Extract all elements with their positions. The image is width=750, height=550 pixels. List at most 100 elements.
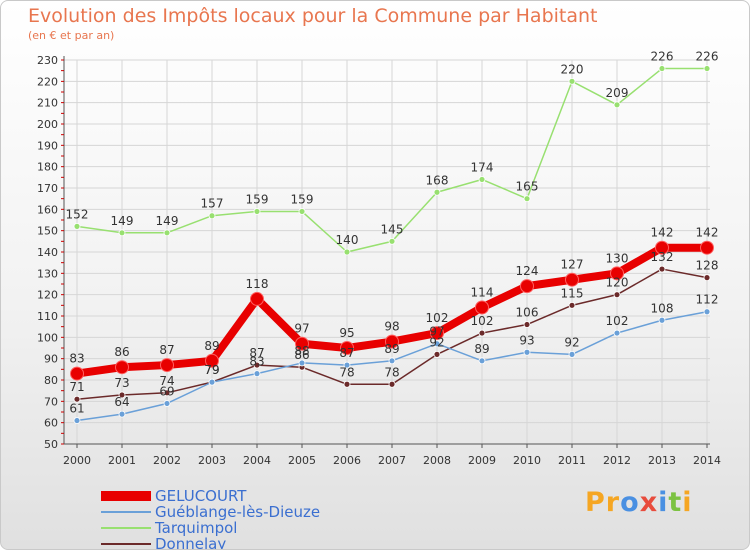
- data-label: 73: [114, 376, 129, 390]
- legend-label-1: Guéblange-lès-Dieuze: [155, 503, 321, 521]
- data-point: [658, 265, 666, 273]
- data-point: [118, 391, 126, 399]
- x-tick-label: 2001: [108, 454, 136, 467]
- data-point: [73, 222, 81, 230]
- data-label: 95: [339, 326, 354, 340]
- proxiti-logo: Proxiti: [585, 487, 693, 518]
- data-point: [163, 400, 171, 407]
- data-label: 142: [696, 226, 719, 240]
- data-point: [433, 188, 441, 196]
- data-label: 78: [339, 365, 354, 379]
- x-tick-label: 2012: [603, 454, 631, 467]
- data-label: 83: [69, 352, 84, 366]
- data-point: [388, 357, 396, 365]
- data-label: 102: [471, 314, 494, 328]
- data-point: [163, 389, 171, 397]
- data-point: [433, 340, 441, 348]
- data-point: [343, 248, 351, 256]
- data-point: [388, 237, 396, 245]
- y-tick-label: 140: [37, 246, 58, 259]
- data-label: 89: [204, 339, 219, 353]
- data-point: [253, 208, 261, 215]
- data-label: 93: [519, 333, 534, 347]
- data-point: [253, 361, 261, 369]
- data-label: 102: [426, 311, 449, 325]
- data-label: 140: [336, 233, 359, 247]
- legend-swatch-1: [101, 511, 151, 513]
- data-point: [253, 370, 261, 378]
- y-tick-label: 70: [44, 395, 58, 408]
- x-tick-label: 2002: [153, 454, 181, 467]
- data-label: 120: [606, 276, 629, 290]
- data-label: 124: [516, 264, 539, 278]
- logo-letter: P: [585, 487, 606, 518]
- y-tick-label: 60: [44, 417, 58, 430]
- data-label: 145: [381, 222, 404, 236]
- y-tick-label: 200: [37, 118, 58, 131]
- data-point: [568, 350, 576, 358]
- chart-title: Evolution des Impôts locaux pour la Comm…: [28, 5, 598, 27]
- data-point: [565, 272, 579, 287]
- data-point: [388, 380, 396, 388]
- legend-label-3: Donnelay: [155, 535, 227, 550]
- data-point: [73, 395, 81, 403]
- data-label: 142: [651, 226, 674, 240]
- y-tick-label: 80: [44, 374, 58, 387]
- data-point: [163, 229, 171, 237]
- data-point: [250, 291, 264, 306]
- y-tick-label: 230: [37, 54, 58, 67]
- chart-subtitle: (en € et par an): [28, 29, 115, 42]
- data-point: [523, 348, 531, 356]
- y-tick-label: 90: [44, 353, 58, 366]
- data-label: 108: [651, 301, 674, 315]
- x-tick-label: 2007: [378, 454, 406, 467]
- data-label: 88: [294, 344, 309, 358]
- data-label: 132: [651, 250, 674, 264]
- data-label: 106: [516, 306, 539, 320]
- data-point: [478, 176, 486, 183]
- data-point: [73, 417, 81, 424]
- data-point: [523, 195, 531, 203]
- data-label: 74: [159, 374, 174, 388]
- data-label: 79: [204, 363, 219, 377]
- data-point: [160, 358, 174, 373]
- data-point: [658, 316, 666, 324]
- x-tick-label: 2003: [198, 454, 226, 467]
- data-point: [340, 341, 354, 355]
- x-tick-label: 2011: [558, 454, 586, 467]
- data-label: 220: [561, 62, 584, 76]
- data-label: 87: [159, 343, 174, 357]
- data-point: [298, 359, 306, 367]
- logo-letter: i: [682, 487, 693, 518]
- data-point: [700, 240, 714, 255]
- data-point: [655, 240, 669, 255]
- data-point: [613, 291, 621, 299]
- data-label: 168: [426, 173, 449, 187]
- x-tick-label: 2010: [513, 454, 541, 467]
- data-point: [115, 360, 129, 375]
- data-point: [478, 357, 486, 365]
- data-label: 130: [606, 251, 629, 265]
- data-point: [520, 279, 534, 294]
- data-point: [475, 300, 489, 315]
- data-label: 98: [384, 320, 399, 334]
- data-point: [385, 334, 399, 349]
- x-tick-label: 2005: [288, 454, 316, 467]
- data-point: [343, 361, 351, 369]
- data-label: 83: [249, 355, 264, 369]
- data-label: 102: [606, 314, 629, 328]
- legend-label-2: Tarquimpol: [155, 519, 238, 537]
- data-point: [205, 353, 219, 368]
- data-point: [298, 208, 306, 215]
- data-labels: 152 149 149 157 159 159 140 145 168 174 165 220 209 2…: [66, 50, 719, 416]
- data-point: [118, 229, 126, 237]
- data-label: 92: [429, 335, 444, 349]
- logo-letter: o: [620, 487, 640, 518]
- data-point: [613, 101, 621, 109]
- data-point: [208, 212, 216, 220]
- data-point: [658, 65, 666, 72]
- y-tick-label: 180: [37, 161, 58, 174]
- y-tick-label: 150: [37, 225, 58, 238]
- data-label: 87: [339, 346, 354, 360]
- logo-letter: t: [668, 487, 683, 518]
